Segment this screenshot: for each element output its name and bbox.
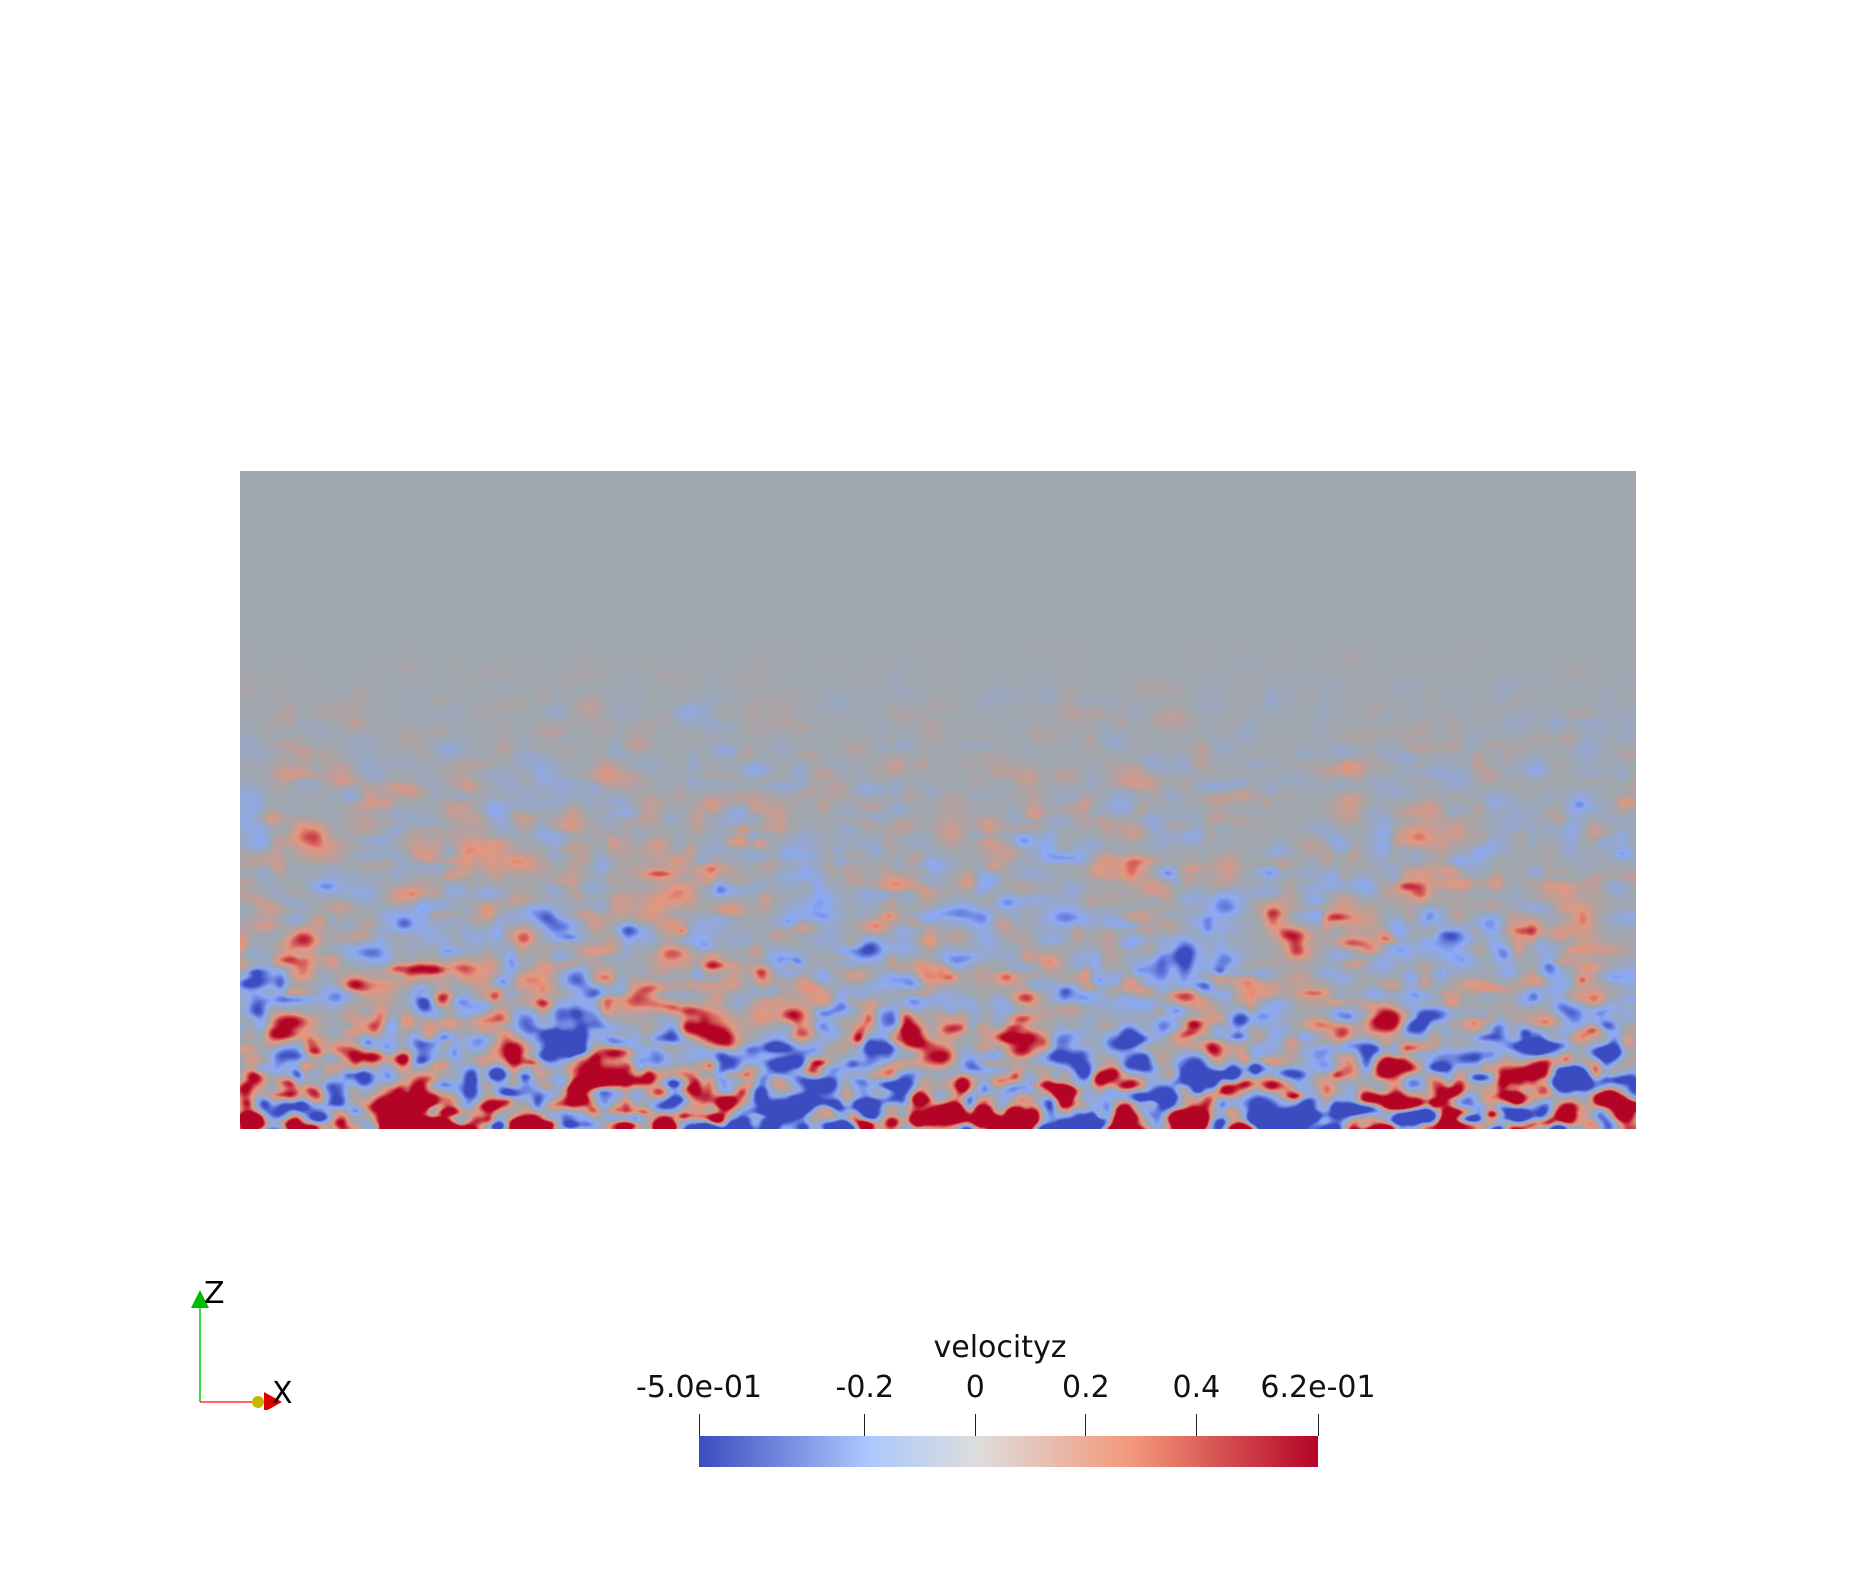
colorbar-title: velocityz [933,1330,1067,1365]
z-axis-arrow [191,1290,209,1308]
axes-triad-icon [191,1290,282,1412]
colorbar-tick-label: -5.0e-01 [636,1370,762,1405]
colorbar-gradient [699,1436,1318,1467]
x-axis-arrow [264,1392,282,1412]
colorbar-tick-label: 0.4 [1172,1370,1221,1405]
colorbar-tick-label: 0.2 [1062,1370,1110,1405]
colorbar-tick-mark [1317,1414,1319,1436]
z-axis-label: Z [204,1276,225,1311]
colorbar-tick-mark [1195,1414,1197,1436]
colorbar-tick-label: 6.2e-01 [1260,1370,1376,1405]
orientation-axes: Z X [180,1276,310,1412]
velocity-field-canvas [240,471,1636,1129]
scalar-colorbar: velocityz -5.0e-01 -0.2 0 0.2 0.4 6.2e-01 [620,1330,1380,1480]
x-axis-label: X [272,1376,293,1411]
colorbar-tick-mark [698,1414,700,1436]
y-axis-marker [252,1396,264,1408]
colorbar-tick-mark [1085,1414,1087,1436]
colorbar-tick-label: -0.2 [835,1370,895,1405]
colorbar-tick-mark [864,1414,866,1436]
velocity-field-slice [240,471,1636,1129]
colorbar-tick-mark [974,1414,976,1436]
colorbar-tick-label: 0 [965,1370,985,1405]
